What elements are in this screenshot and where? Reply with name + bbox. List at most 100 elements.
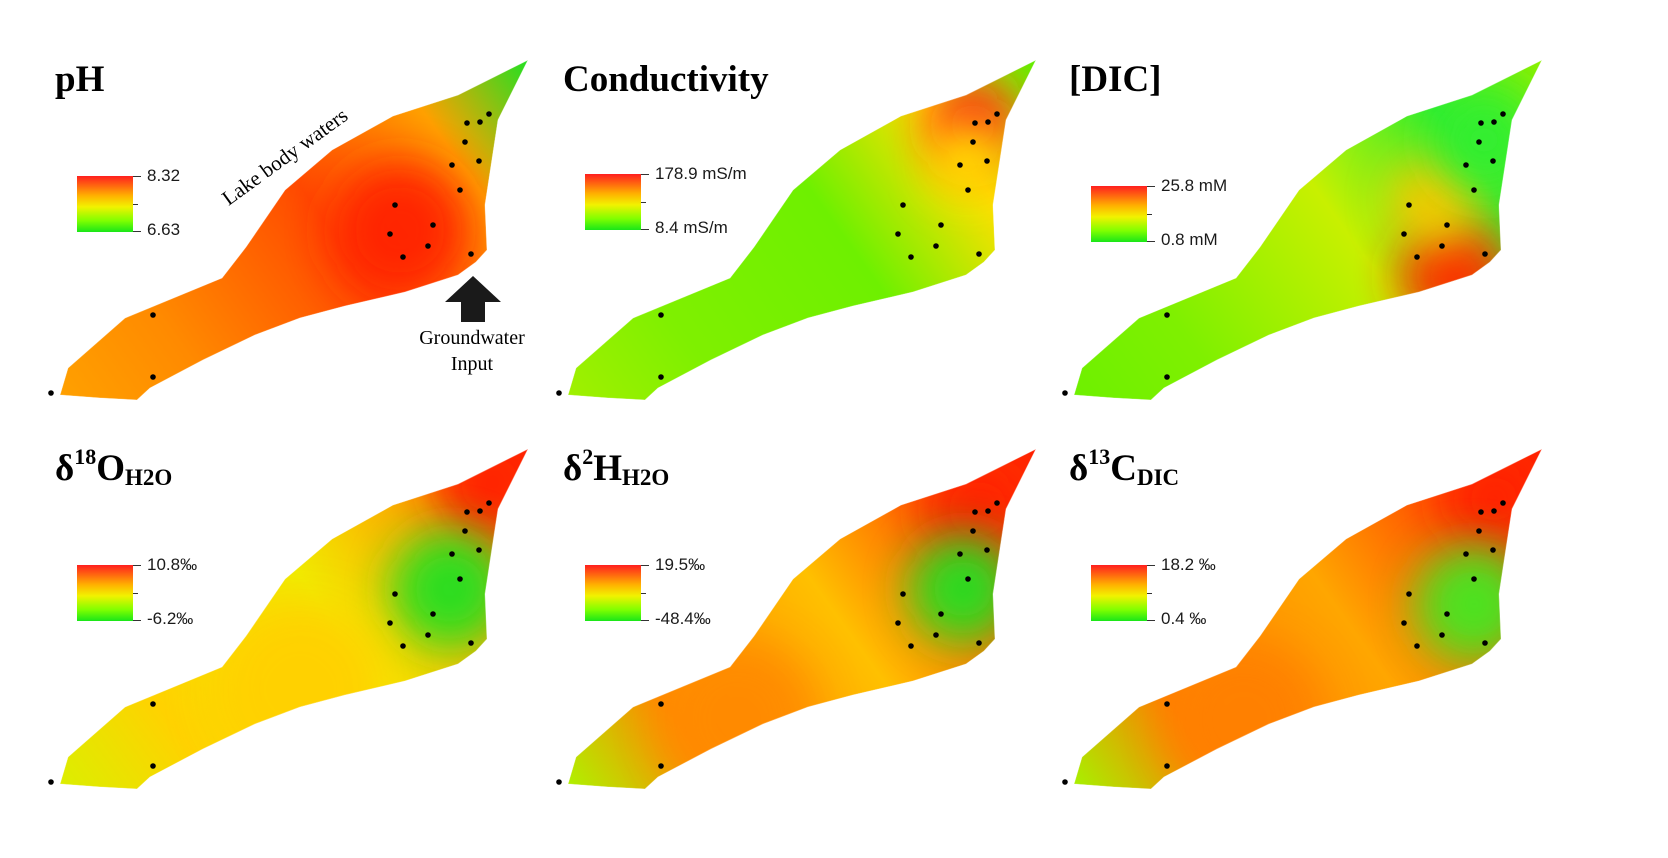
up-arrow-icon (445, 276, 501, 322)
sampling-site-dot (1476, 528, 1482, 534)
sampling-site-dot (400, 254, 406, 260)
sampling-site-dot (1482, 251, 1488, 257)
sampling-site-dot (658, 701, 664, 707)
sampling-site-dot (895, 231, 901, 237)
sampling-site-dot (464, 120, 470, 126)
map-panel-conductivity: Conductivity 178.9 mS/m 8.4 mS/m (508, 0, 1064, 429)
gw-line-2: Input (450, 353, 494, 375)
interpolated-surface (1074, 60, 1542, 400)
sampling-site-dot (1444, 611, 1450, 617)
map-panel-d13c: δ13CDIC 18.2 ‰ 0.4 ‰ (1014, 389, 1570, 818)
sampling-site-dot (965, 187, 971, 193)
sampling-site-dot (985, 119, 991, 125)
legend-max-label: 178.9 mS/m (655, 164, 747, 183)
sampling-site-dot (985, 508, 991, 514)
sampling-site-dot (476, 158, 482, 164)
legend-max-label: 25.8 mM (1161, 176, 1228, 195)
sampling-site-dot (957, 551, 963, 557)
sampling-site-dot (150, 312, 156, 318)
sampling-site-dot (895, 620, 901, 626)
gw-line-1: Groundwater (419, 327, 525, 349)
color-ramp (1091, 565, 1147, 621)
sampling-site-dot (150, 701, 156, 707)
sampling-site-dot (908, 643, 914, 649)
map-panel-ph: pH 8.32 6.63 Lake body waters Groundwater Inp… (0, 0, 556, 429)
lake-map (556, 58, 1038, 401)
sampling-site-dot (1439, 632, 1445, 638)
color-scale-legend: 18.2 ‰ 0.4 ‰ (1091, 555, 1271, 635)
panel-title: δ18OH2O (55, 444, 173, 490)
color-scale-legend: 19.5‰ -48.4‰ (585, 555, 765, 635)
sampling-site-dot (984, 547, 990, 553)
sampling-site-dot (486, 500, 492, 506)
panel-title: pH (55, 59, 105, 100)
sampling-site-dot (1401, 620, 1407, 626)
sampling-site-dot (462, 139, 468, 145)
sampling-site-dot (1471, 576, 1477, 582)
sampling-site-dot (1164, 312, 1170, 318)
sampling-site-dot (658, 374, 664, 380)
sampling-site-dot (658, 763, 664, 769)
sampling-site-dot (477, 508, 483, 514)
sampling-site-dot (457, 187, 463, 193)
sampling-site-dot (392, 202, 398, 208)
sampling-site-dot (425, 632, 431, 638)
sampling-site-dot (972, 120, 978, 126)
sampling-site-dot (933, 632, 939, 638)
lake-map (48, 58, 530, 401)
color-ramp (77, 565, 133, 621)
sampling-site-dot (970, 528, 976, 534)
sampling-site-dot (933, 243, 939, 249)
sampling-site-dot (477, 119, 483, 125)
sampling-site-dot (464, 509, 470, 515)
legend-min-label: 8.4 mS/m (655, 218, 728, 237)
sampling-site-dot (1471, 187, 1477, 193)
sampling-site-dot (1444, 222, 1450, 228)
sampling-site-dot (976, 640, 982, 646)
legend-min-label: 0.4 ‰ (1161, 609, 1207, 628)
legend-max-label: 18.2 ‰ (1161, 555, 1216, 574)
sampling-site-dot (938, 222, 944, 228)
map-panel-d18o: δ18OH2O 10.8‰ -6.2‰ (0, 389, 556, 818)
interpolated-surface (568, 60, 1036, 400)
sampling-site-dot (1482, 640, 1488, 646)
sampling-site-dot (1490, 158, 1496, 164)
sampling-site-dot (430, 611, 436, 617)
sampling-site-dot (1401, 231, 1407, 237)
sampling-site-dot (1414, 254, 1420, 260)
sampling-site-dot (462, 528, 468, 534)
legend-min-label: -48.4‰ (655, 609, 711, 628)
sampling-site-dot (556, 779, 562, 785)
sampling-site-dot (430, 222, 436, 228)
sampling-site-dot (476, 547, 482, 553)
sampling-site-dot (1439, 243, 1445, 249)
sampling-site-dot (970, 139, 976, 145)
groundwater-input-label: Groundwater Input (411, 325, 533, 377)
sampling-site-dot (48, 390, 54, 396)
sampling-site-dot (994, 500, 1000, 506)
sampling-site-dot (449, 162, 455, 168)
sampling-site-dot (984, 158, 990, 164)
lake-map (1062, 447, 1544, 790)
color-ramp (77, 176, 133, 232)
sampling-site-dot (1463, 551, 1469, 557)
color-scale-legend: 8.32 6.63 (77, 166, 257, 246)
sampling-site-dot (658, 312, 664, 318)
sampling-site-dot (392, 591, 398, 597)
sampling-site-dot (1491, 508, 1497, 514)
sampling-site-dot (908, 254, 914, 260)
sampling-site-dot (1478, 120, 1484, 126)
sampling-site-dot (387, 231, 393, 237)
map-panel-d2h: δ2HH2O 19.5‰ -48.4‰ (508, 389, 1064, 818)
sampling-site-dot (938, 611, 944, 617)
color-scale-legend: 10.8‰ -6.2‰ (77, 555, 257, 635)
sampling-site-dot (1500, 111, 1506, 117)
sampling-site-dot (1476, 139, 1482, 145)
sampling-site-dot (1463, 162, 1469, 168)
legend-max-label: 19.5‰ (655, 555, 706, 574)
color-scale-legend: 178.9 mS/m 8.4 mS/m (585, 164, 765, 244)
panel-title: Conductivity (563, 59, 769, 100)
sampling-site-dot (449, 551, 455, 557)
legend-min-label: 6.63 (147, 220, 181, 239)
sampling-site-dot (965, 576, 971, 582)
